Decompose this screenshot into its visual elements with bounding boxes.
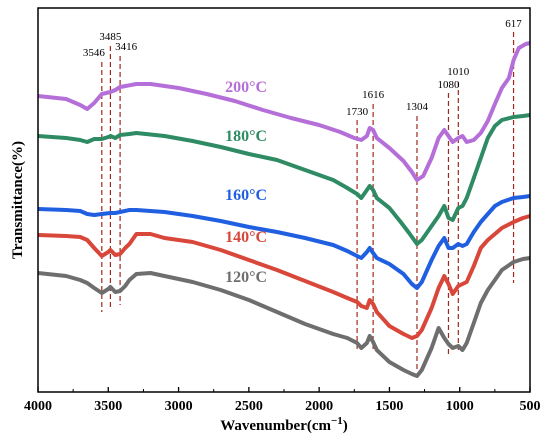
peak-label-3546: 3546 [83,47,106,59]
peak-label-1304: 1304 [406,101,429,113]
series-line-4 [37,256,531,378]
peak-label-3416: 3416 [115,41,138,53]
series-label-0: 200°C [225,79,267,96]
peak-label-617: 617 [505,18,522,30]
series-label-2: 160°C [225,187,267,204]
x-tick-label-1500: 1500 [375,399,403,414]
x-axis-title: Wavenumber(cm−1) [220,415,348,434]
x-tick-label-1000: 1000 [446,399,474,414]
x-tick-label-500: 500 [520,399,541,414]
x-tick-label-4000: 4000 [24,399,52,414]
series-line-2 [37,194,531,290]
series-lines [37,41,531,378]
y-axis-title: Transmittance(%) [10,141,26,259]
series-line-0 [37,41,531,182]
peak-label-1730: 1730 [346,106,369,118]
peak-label-1616: 1616 [362,89,385,101]
x-tick-label-2000: 2000 [305,399,333,414]
series-label-4: 120°C [225,269,267,286]
peak-label-1010: 1010 [447,66,470,78]
series-line-1 [37,113,531,246]
x-tick-label-2500: 2500 [235,399,263,414]
x-axis-ticks: 4000 3500 3000 2500 2000 1500 1000 500 [24,387,541,414]
x-tick-label-3000: 3000 [165,399,193,414]
series-labels: 200°C 180°C 160°C 140°C 120°C [225,79,267,286]
peak-label-1080: 1080 [437,79,460,91]
series-line-3 [37,214,531,340]
peak-label-3485: 3485 [99,31,122,43]
x-tick-label-3500: 3500 [94,399,122,414]
series-label-3: 140°C [225,229,267,246]
series-label-1: 180°C [225,128,267,145]
